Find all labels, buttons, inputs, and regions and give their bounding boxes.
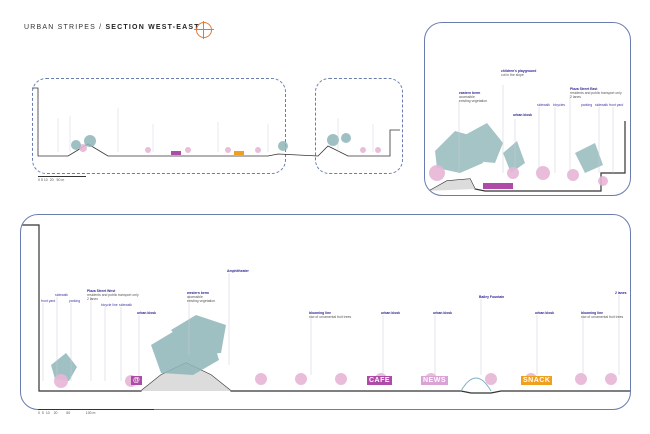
scale-50: 50 m — [56, 178, 65, 182]
label-urban-kiosk-snack: urban kiosk — [535, 311, 555, 315]
label-urban-kiosk-west: urban kiosk — [137, 311, 157, 315]
bottom-scale-20: 20 — [53, 411, 58, 415]
kiosk-at-sign: @ — [131, 376, 143, 385]
label-blooming-line-west: blooming line row of ornamental fruit tre… — [309, 311, 352, 320]
bottom-scalebar — [38, 409, 154, 410]
overview-scalebar — [38, 176, 86, 177]
compass-icon — [194, 21, 214, 39]
label-sidewalk-west: sidewalk — [55, 293, 69, 297]
detail-frame-west — [32, 78, 286, 174]
scale-0: 0 — [38, 178, 40, 182]
label-urban-kiosk-cafe: urban kiosk — [381, 311, 401, 315]
title-main: SECTION WEST-EAST — [105, 24, 200, 31]
overview-section: 0 5 10 20 50 m — [28, 78, 408, 188]
label-eastern-berm: eastern berm accessible existing vegetatio… — [459, 91, 488, 104]
overview-scale-labels: 0 5 10 20 50 m — [38, 178, 64, 182]
label-parking-west: parking — [69, 299, 81, 303]
title-prefix: URBAN STRIPES / — [24, 24, 106, 31]
bottom-scale-0: 0 — [38, 411, 40, 415]
bottom-scale-100: 100 m — [85, 411, 96, 415]
label-urban-kiosk-detail: urban kiosk — [513, 113, 533, 117]
bottom-scale-10: 10 — [45, 411, 50, 415]
bottom-scale-5: 5 — [41, 411, 44, 415]
main-section-panel: @ CAFE NEWS SNACK front yard sidewalk pa… — [20, 214, 631, 410]
kiosk-news: NEWS — [421, 376, 448, 385]
page-title: URBAN STRIPES / SECTION WEST-EAST — [24, 24, 200, 31]
label-amphitheater: Amphitheater — [227, 269, 249, 273]
label-sidewalk-west-2: sidewalk — [119, 303, 133, 307]
label-western-berm: western berm accessible existing vegetatio… — [187, 291, 216, 304]
scale-20: 20 — [49, 178, 54, 182]
label-front-yard-east: front yard — [609, 103, 624, 107]
bottom-scale-50: 50 — [66, 411, 71, 415]
label-urban-kiosk-news: urban kiosk — [433, 311, 453, 315]
label-bicycle-line: bicycle line — [101, 303, 118, 307]
kiosk-snack: SNACK — [521, 376, 553, 385]
detail-frame-east — [315, 78, 403, 174]
label-sidewalk-east: sidewalk — [537, 103, 551, 107]
detail-drawing — [425, 85, 626, 192]
label-parking-east: parking — [581, 103, 593, 107]
label-childrens-playground: children's playground cut in the slope — [501, 69, 537, 78]
label-sidewalk-east-2: sidewalk — [595, 103, 609, 107]
label-bailey-fountain: Bailey Fountain — [479, 295, 505, 299]
label-front-yard: front yard — [41, 299, 56, 303]
label-plaza-street-east: Plaza Street East residents and public tr… — [570, 87, 622, 100]
detail-panel-east: eastern berm accessible existing vegetatio… — [424, 22, 631, 196]
bottom-scale-labels: 0 5 10 20 50 100 m — [38, 411, 95, 415]
label-blooming-line-east: blooming line row of ornamental fruit tre… — [581, 311, 624, 320]
kiosk-cafe: CAFE — [367, 376, 393, 385]
overview-drawing — [32, 87, 400, 157]
label-bicycles: bicycles — [553, 103, 566, 107]
scale-5-10: 5 10 — [40, 178, 48, 182]
label-plaza-street-west: Plaza Street West residents and public tr… — [87, 289, 139, 302]
label-2-lanes: 2 lanes — [615, 291, 627, 295]
